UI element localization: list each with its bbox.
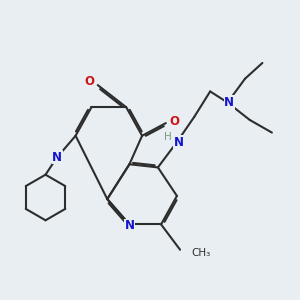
Text: O: O bbox=[84, 75, 94, 88]
Text: H: H bbox=[164, 132, 172, 142]
Text: O: O bbox=[170, 115, 180, 128]
Text: CH₃: CH₃ bbox=[191, 248, 210, 258]
Text: N: N bbox=[124, 220, 134, 232]
Text: N: N bbox=[173, 136, 184, 148]
Text: N: N bbox=[224, 96, 234, 109]
Text: N: N bbox=[52, 151, 62, 164]
